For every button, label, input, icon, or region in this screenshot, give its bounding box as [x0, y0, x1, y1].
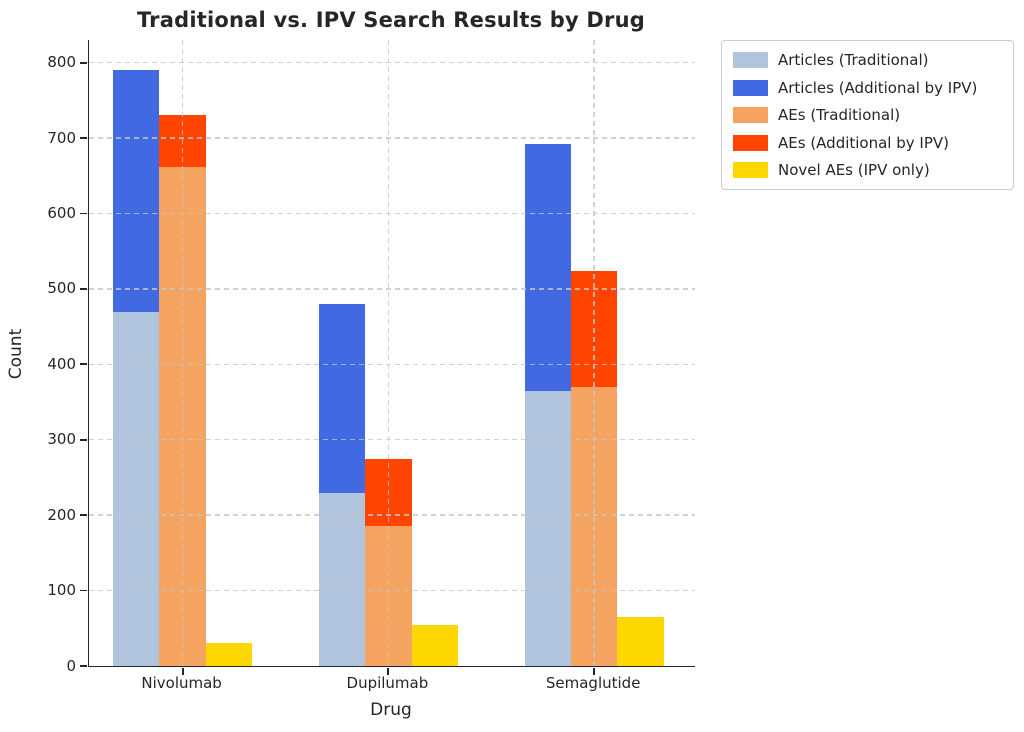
legend-swatch-icon [733, 162, 768, 178]
chart-title: Traditional vs. IPV Search Results by Dr… [136, 8, 646, 32]
y-tick-100 [80, 589, 87, 592]
y-tick-600 [80, 212, 87, 215]
y-tick-label-800: 800 [47, 53, 76, 72]
x-axis-label: Drug [370, 700, 412, 720]
y-tick-label-100: 100 [47, 581, 76, 600]
legend-swatch-icon [733, 134, 768, 151]
bar-novel-nivolumab-4 [205, 643, 253, 666]
y-tick-800 [80, 61, 87, 64]
y-tick-label-400: 400 [47, 354, 76, 373]
x-tick-dupilumab [387, 668, 390, 675]
legend-item-0: Articles (Traditional) [733, 51, 1002, 69]
bar-articles-nivolumab-1 [113, 70, 160, 312]
x-tick-nivolumab [181, 668, 184, 675]
x-tick-label-nivolumab: Nivolumab [141, 674, 222, 692]
bar-articles-dupilumab-0 [318, 492, 366, 666]
bar-aes-semaglutide-3 [571, 270, 618, 387]
gridline-y-800 [89, 61, 695, 64]
x-tick-label-dupilumab: Dupilumab [346, 674, 429, 692]
y-tick-200 [80, 514, 87, 517]
legend-item-3: AEs (Additional by IPV) [733, 134, 1002, 152]
legend-item-1: Articles (Additional by IPV) [733, 79, 1002, 97]
bar-articles-semaglutide-0 [524, 390, 572, 666]
y-tick-label-700: 700 [47, 128, 76, 147]
y-tick-label-200: 200 [47, 505, 76, 524]
legend-label: Novel AEs (IPV only) [778, 161, 930, 179]
y-tick-300 [80, 438, 87, 441]
x-tick-label-semaglutide: Semaglutide [545, 674, 641, 692]
legend-label: AEs (Traditional) [778, 106, 901, 124]
y-axis-label: Count [6, 328, 26, 380]
legend-item-4: Novel AEs (IPV only) [733, 161, 1002, 179]
bar-aes-semaglutide-2 [571, 386, 618, 666]
bar-articles-semaglutide-1 [524, 144, 572, 391]
legend-swatch-icon [733, 107, 768, 123]
y-tick-700 [80, 137, 87, 139]
y-tick-label-500: 500 [47, 279, 76, 298]
legend-swatch-icon [733, 79, 768, 96]
plot-area [80, 40, 695, 675]
bar-aes-dupilumab-2 [365, 526, 412, 666]
bar-aes-nivolumab-3 [159, 115, 206, 167]
y-tick-0 [80, 665, 87, 667]
legend-swatch-icon [733, 52, 768, 68]
bar-articles-dupilumab-1 [318, 303, 366, 493]
y-tick-500 [80, 287, 87, 290]
legend-label: Articles (Traditional) [778, 51, 929, 69]
y-tick-label-300: 300 [47, 430, 76, 449]
bar-aes-nivolumab-2 [159, 166, 206, 666]
bar-novel-semaglutide-4 [617, 616, 664, 666]
x-tick-semaglutide [593, 668, 596, 675]
bar-novel-dupilumab-4 [411, 625, 458, 666]
legend-label: AEs (Additional by IPV) [778, 133, 949, 152]
bar-aes-dupilumab-3 [365, 458, 412, 527]
legend: Articles (Traditional) Articles (Addition… [721, 40, 1014, 190]
legend-item-2: AEs (Traditional) [733, 106, 1002, 124]
bar-articles-nivolumab-0 [113, 311, 160, 666]
legend-label: Articles (Additional by IPV) [778, 78, 978, 97]
y-tick-label-600: 600 [47, 203, 76, 222]
y-tick-400 [80, 363, 87, 366]
y-tick-label-0: 0 [66, 656, 76, 675]
